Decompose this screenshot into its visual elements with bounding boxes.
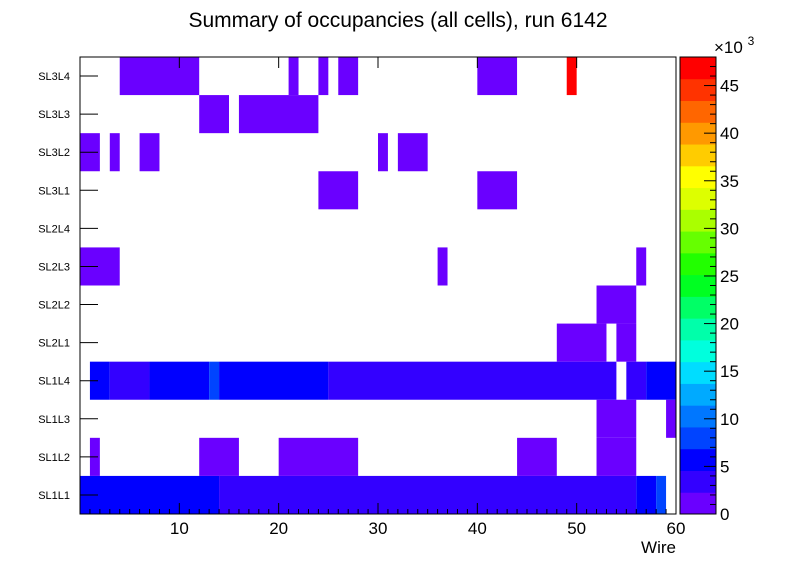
color-scale-segment: [680, 448, 716, 471]
heat-cell-sl2l3: [636, 247, 647, 286]
heat-cell-sl3l4: [477, 57, 518, 96]
y-tick-label-sl3l2: SL3L2: [38, 147, 70, 159]
heat-cell-sl3l4: [119, 57, 200, 96]
y-tick-label-sl3l4: SL3L4: [38, 71, 70, 83]
x-axis: 10 20 30 40 50 60: [89, 57, 686, 538]
color-scale-segment: [680, 144, 716, 167]
color-scale-tick-label: 15: [720, 362, 739, 381]
x-tick-label: 50: [567, 519, 586, 538]
color-scale-tick-label: 45: [720, 77, 739, 96]
heat-cell-sl2l1: [616, 323, 637, 362]
heat-cell-sl3l2: [109, 133, 120, 172]
color-scale-tick-label: 40: [720, 124, 739, 143]
color-scale-segment: [680, 470, 716, 493]
y-tick-label-sl1l3: SL1L3: [38, 414, 70, 426]
heat-cell-sl1l3: [666, 399, 676, 438]
heat-cell-sl3l2: [378, 133, 388, 172]
heat-cell-sl1l1: [219, 475, 637, 514]
heat-cell-sl1l1: [636, 475, 657, 514]
heat-cell-sl1l2: [278, 437, 359, 476]
heat-cell-sl1l2: [596, 437, 637, 476]
color-scale-exponent-base: ×10: [714, 38, 743, 57]
x-tick-label: 30: [369, 519, 388, 538]
color-scale-tick-label: 5: [720, 457, 729, 476]
heat-cell-sl1l4: [328, 361, 617, 400]
heat-cell-sl3l2: [139, 133, 160, 172]
color-scale-segment: [680, 296, 716, 319]
heat-cell-sl3l2: [397, 133, 428, 172]
heat-cell-sl3l4: [566, 57, 577, 96]
y-tick-label-sl1l2: SL1L2: [38, 452, 70, 464]
heat-cell-sl1l3: [596, 399, 637, 438]
heat-cell-sl1l4: [209, 361, 220, 400]
heat-cell-sl1l1: [80, 475, 220, 514]
heat-cell-sl3l3: [199, 95, 229, 134]
heat-cell-sl1l4: [149, 361, 210, 400]
heat-cell-sl2l3: [437, 247, 448, 286]
color-scale-segment: [680, 252, 716, 276]
heat-cell-sl3l4: [288, 57, 299, 96]
y-tick-label-sl3l1: SL3L1: [38, 185, 70, 197]
color-scale-segment: [680, 57, 716, 80]
heat-cell-sl3l1: [477, 171, 518, 210]
heat-cell-sl1l2: [517, 437, 557, 476]
heat-cell-sl3l4: [318, 57, 329, 96]
color-scale-exponent-power: 3: [748, 34, 755, 48]
color-scale-frame: [679, 56, 717, 515]
color-scale-segment: [680, 405, 716, 428]
y-tick-label-sl2l3: SL2L3: [38, 261, 70, 273]
color-scale-segment: [680, 318, 716, 341]
heat-cell-sl2l1: [556, 323, 607, 362]
color-scale-segment: [680, 383, 716, 406]
y-tick-label-sl2l4: SL2L4: [38, 223, 70, 235]
heat-cell-sl3l3: [238, 95, 319, 134]
color-scale-segment: [680, 361, 716, 384]
color-scale-segment: [680, 187, 716, 210]
heat-cell-sl1l4: [646, 361, 676, 400]
color-scale-segment: [680, 231, 716, 254]
heat-cell-sl1l2: [199, 437, 239, 476]
y-tick-label-sl2l2: SL2L2: [38, 300, 70, 312]
y-tick-label-sl1l4: SL1L4: [38, 376, 70, 388]
x-tick-label: 10: [170, 519, 189, 538]
heat-cell-sl1l4: [626, 361, 647, 400]
heat-cell-sl2l2: [596, 285, 637, 324]
color-scale-segment: [680, 122, 716, 145]
color-scale-segment: [680, 492, 716, 515]
color-scale-tick-label: 10: [720, 410, 739, 429]
heat-cell-sl1l4: [109, 361, 150, 400]
color-scale-segment: [680, 78, 716, 102]
color-scale-segment: [680, 165, 716, 189]
plot-frame: [79, 56, 677, 515]
x-axis-label: Wire: [641, 538, 676, 557]
x-tick-label: 20: [269, 519, 288, 538]
heat-cell-sl1l4: [219, 361, 329, 400]
color-scale-bar: 0 5 10 15 20 25 30 35 40 45: [679, 56, 739, 524]
x-tick-label: 40: [468, 519, 487, 538]
color-scale-segment: [680, 209, 716, 232]
color-scale-segment: [680, 339, 716, 363]
color-scale-tick-label: 35: [720, 172, 739, 191]
heat-cell-sl1l4: [89, 361, 110, 400]
chart-title: Summary of occupancies (all cells), run …: [188, 9, 607, 32]
y-axis: SL1L1 SL1L2 SL1L3 SL1L4 SL2L1 SL2L2 SL2L3 SL2L4…: [38, 71, 98, 502]
color-scale-exponent: ×10 3: [714, 34, 755, 57]
color-scale-segment: [680, 274, 716, 297]
heat-cell-sl3l4: [338, 57, 359, 96]
heat-cell-sl1l1: [656, 475, 667, 514]
color-scale-tick-label: 20: [720, 315, 739, 334]
color-scale-tick-label: 25: [720, 267, 739, 286]
y-tick-label-sl3l3: SL3L3: [38, 109, 70, 121]
color-scale-tick-label: 30: [720, 219, 739, 238]
heatmap-cells: [80, 57, 676, 514]
color-scale-segment: [680, 426, 716, 450]
heat-cell-sl3l1: [318, 171, 359, 210]
y-tick-label-sl2l1: SL2L1: [38, 338, 70, 350]
color-scale-segment: [680, 100, 716, 123]
y-tick-label-sl1l1: SL1L1: [38, 490, 70, 502]
x-tick-label: 60: [667, 519, 686, 538]
color-scale-tick-label: 0: [720, 505, 729, 524]
